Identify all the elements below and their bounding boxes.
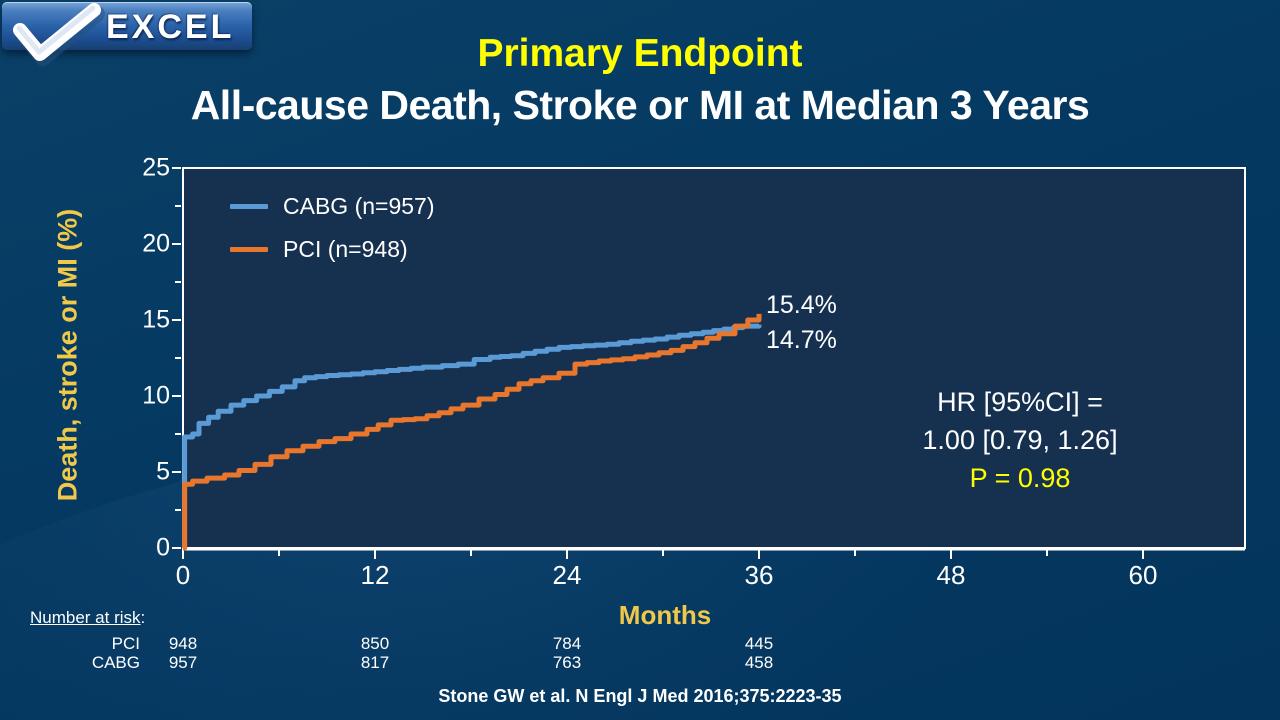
y-tick-label: 5 (156, 457, 170, 486)
risk-value: 458 (744, 653, 774, 672)
cabg-end-value-label: 14.7% (766, 326, 837, 354)
legend: CABG (n=957) PCI (n=948) (230, 192, 435, 280)
citation: Stone GW et al. N Engl J Med 2016;375:22… (438, 686, 842, 706)
hr-line2: 1.00 [0.79, 1.26] (922, 425, 1118, 455)
p-value: P = 0.98 (969, 463, 1071, 493)
risk-value: 850 (360, 634, 390, 653)
risk-row-name: CABG (91, 653, 140, 672)
excel-trial-logo: EXCEL (2, 2, 252, 66)
checkmark-icon (13, 3, 105, 66)
legend-label: PCI (n=948) (283, 235, 408, 262)
x-tick-label: 12 (360, 560, 390, 590)
pci-end-value-label: 15.4% (766, 291, 837, 319)
x-tick-label: 0 (175, 560, 191, 590)
logo-text: EXCEL (106, 8, 235, 46)
x-tick-label: 48 (936, 560, 966, 590)
page-subtitle: All-cause Death, Stroke or MI at Median … (190, 82, 1090, 128)
y-tick-label: 25 (142, 153, 170, 182)
legend-label: CABG (n=957) (283, 192, 435, 219)
hazard-ratio-annotation: HR [95%CI] = 1.00 [0.79, 1.26] P = 0.98 (922, 383, 1117, 497)
risk-row-name: PCI (111, 634, 140, 653)
y-tick-label: 15 (142, 305, 170, 334)
hr-line1: HR [95%CI] = (937, 387, 1103, 417)
y-tick-label: 0 (156, 533, 170, 562)
risk-value: 948 (168, 634, 198, 653)
x-tick-label: 36 (744, 560, 774, 590)
legend-swatch (230, 246, 268, 252)
number-at-risk-label: Number at risk: (30, 608, 146, 627)
risk-value: 445 (744, 634, 774, 653)
x-tick-label: 60 (1128, 560, 1158, 590)
legend-swatch (230, 203, 268, 209)
legend-item: PCI (n=948) (230, 235, 435, 262)
risk-value: 817 (360, 653, 390, 672)
y-tick-label: 10 (142, 381, 170, 410)
risk-value: 763 (552, 653, 582, 672)
legend-item: CABG (n=957) (230, 192, 435, 219)
risk-value: 784 (552, 634, 582, 653)
page-title: Primary Endpoint (477, 32, 803, 75)
y-tick-label: 20 (142, 229, 170, 258)
x-tick-label: 24 (552, 560, 582, 590)
x-axis-label: Months (618, 600, 712, 630)
risk-value: 957 (168, 653, 198, 672)
